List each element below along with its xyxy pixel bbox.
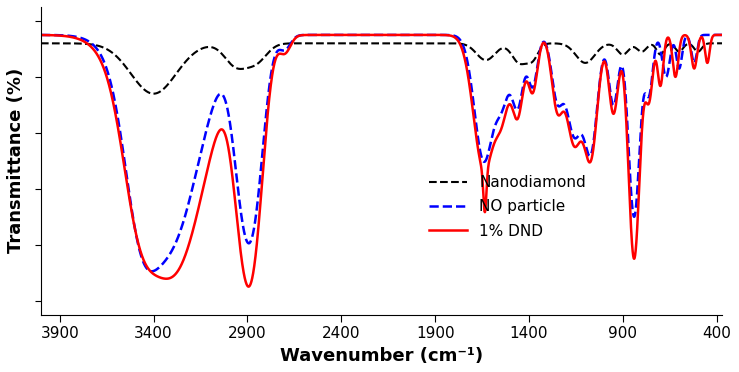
NO particle	[718, 33, 726, 37]
NO particle	[147, 269, 156, 273]
Nanodiamond	[160, 86, 169, 90]
1% DND	[297, 33, 306, 38]
1% DND	[597, 68, 606, 73]
NO particle	[713, 33, 722, 37]
Nanodiamond	[446, 41, 454, 45]
1% DND	[718, 33, 726, 37]
Nanodiamond	[297, 41, 306, 45]
NO particle	[446, 33, 454, 37]
Nanodiamond	[597, 45, 606, 50]
NO particle	[597, 68, 606, 72]
X-axis label: Wavenumber (cm⁻¹): Wavenumber (cm⁻¹)	[280, 347, 483, 365]
Nanodiamond	[339, 41, 348, 45]
Nanodiamond	[36, 41, 45, 45]
Line: 1% DND: 1% DND	[41, 35, 722, 287]
NO particle	[160, 259, 169, 263]
1% DND	[160, 276, 169, 281]
Nanodiamond	[480, 58, 488, 62]
1% DND	[36, 33, 45, 37]
Nanodiamond	[149, 92, 158, 96]
1% DND	[545, 62, 554, 67]
NO particle	[36, 33, 45, 37]
Line: Nanodiamond: Nanodiamond	[41, 43, 722, 94]
Line: NO particle: NO particle	[41, 35, 722, 271]
1% DND	[404, 33, 413, 37]
NO particle	[297, 33, 306, 37]
Nanodiamond	[718, 41, 726, 45]
Legend: Nanodiamond, NO particle, 1% DND: Nanodiamond, NO particle, 1% DND	[423, 169, 592, 245]
Nanodiamond	[545, 41, 554, 46]
Y-axis label: Transmittance (%): Transmittance (%)	[7, 68, 25, 253]
1% DND	[244, 285, 253, 289]
1% DND	[480, 208, 488, 212]
NO particle	[545, 58, 554, 62]
NO particle	[480, 160, 488, 164]
1% DND	[446, 33, 454, 38]
